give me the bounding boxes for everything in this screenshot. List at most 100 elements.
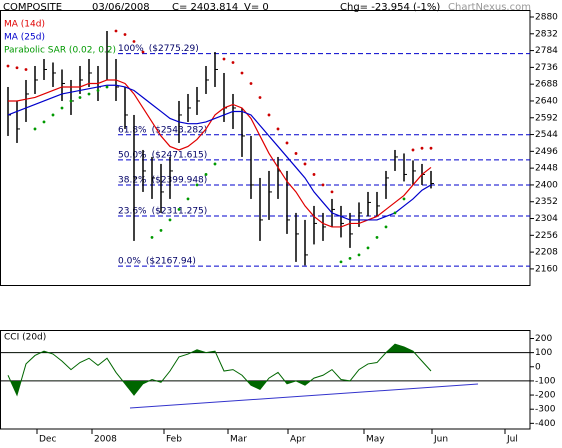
y-tick-label: 2352	[535, 197, 558, 207]
y-tick-label: -400	[535, 419, 556, 429]
fib-price: ($2775.29)	[149, 44, 199, 54]
sar-dot	[78, 96, 82, 99]
sar-dot	[6, 64, 10, 68]
y-tick-label: 2832	[535, 29, 558, 39]
y-tick-label: 200	[535, 334, 552, 344]
sar-dot	[168, 218, 172, 222]
sar-dot	[141, 50, 145, 54]
x-tick-label: Apr	[290, 435, 306, 445]
y-tick-label: -200	[535, 391, 556, 401]
y-tick-label: 2688	[535, 80, 558, 90]
sar-dot	[402, 197, 406, 201]
fib-price: ($2471.615)	[152, 150, 208, 160]
y-tick-label: 2544	[535, 130, 558, 140]
source: ChartNexus.com	[448, 2, 531, 13]
sar-dot	[384, 225, 388, 229]
y-tick-label: -100	[535, 376, 556, 386]
sar-dot	[393, 211, 397, 215]
sar-dot	[204, 173, 208, 176]
y-tick-label: 2304	[535, 214, 558, 224]
y-tick-label: 2784	[535, 46, 558, 56]
fib-ratio: 23.6%	[118, 206, 147, 216]
sar-dot	[42, 120, 46, 124]
sar-dot	[420, 146, 424, 150]
y-tick-label: 0	[535, 362, 541, 372]
fib-ratio: 61.8%	[118, 125, 147, 135]
y-tick-label: 2592	[535, 113, 558, 123]
legend-entry: Parabolic SAR (0.02, 0.2)	[4, 46, 116, 56]
date: 03/06/2008	[92, 2, 150, 13]
sar-dot	[222, 57, 226, 61]
sar-dot	[348, 257, 352, 260]
price-panel	[0, 10, 531, 286]
fib-ratio: 100%	[118, 44, 144, 54]
sar-dot	[33, 127, 37, 131]
sar-dot	[87, 92, 91, 96]
y-tick-label: 2640	[535, 96, 558, 106]
sar-dot	[375, 236, 379, 239]
y-tick-label: -300	[535, 405, 556, 415]
sar-dot	[60, 106, 64, 110]
y-tick-label: 2736	[535, 63, 558, 73]
sar-dot	[240, 71, 244, 75]
fib-ratio: 38.2%	[118, 175, 147, 185]
sar-dot	[249, 82, 253, 85]
x-tick-label: Jul	[506, 435, 518, 445]
fib-price: ($2167.94)	[146, 257, 196, 267]
y-tick-label: 2400	[535, 180, 558, 190]
legend-entry: MA (14d)	[4, 20, 45, 30]
sar-dot	[105, 85, 109, 89]
fib-price: ($2311.275)	[152, 206, 208, 216]
sar-dot	[276, 127, 280, 131]
x-tick-label: Feb	[166, 435, 182, 445]
sar-dot	[150, 236, 154, 239]
sar-dot	[285, 141, 289, 145]
sar-dot	[15, 66, 19, 70]
sar-dot	[411, 148, 415, 152]
fib-ratio: 50.0%	[118, 150, 147, 160]
panel-label: CCI (20d)	[4, 333, 46, 343]
sar-dot	[339, 260, 343, 264]
cci-line	[7, 343, 432, 397]
x-tick-label: Jun	[433, 435, 448, 445]
sar-dot	[258, 96, 262, 99]
sar-dot	[231, 61, 235, 64]
y-tick-label: 2448	[535, 164, 558, 174]
y-tick-label: 2208	[535, 248, 558, 258]
cci-panel	[0, 330, 531, 430]
fib-price: ($2399.948)	[152, 175, 208, 185]
sar-dot	[69, 99, 73, 103]
sar-dot	[51, 113, 55, 117]
sar-dot	[96, 89, 100, 92]
y-tick-label: 2256	[535, 231, 558, 241]
sar-dot	[366, 246, 370, 250]
x-tick-label: May	[366, 435, 385, 445]
sar-dot	[429, 146, 433, 150]
sar-dot	[303, 162, 307, 166]
sar-dot	[312, 173, 316, 176]
sar-dot	[267, 113, 271, 117]
ma-line	[8, 79, 432, 228]
y-tick-label: 2880	[535, 12, 558, 22]
x-tick-label: 2008	[94, 435, 117, 445]
y-tick-label: 2496	[535, 147, 558, 157]
ma-line	[7, 84, 432, 221]
sar-dot	[24, 68, 28, 71]
fib-ratio: 0.0%	[118, 257, 141, 267]
sar-dot	[159, 229, 163, 232]
sar-dot	[114, 29, 118, 33]
change: Chg= -23.954 (-1%)	[340, 2, 440, 13]
y-tick-label: 2160	[535, 264, 558, 274]
x-tick-label: Mar	[230, 435, 247, 445]
sar-dot	[123, 33, 127, 36]
sar-dot	[357, 253, 361, 257]
sar-dot	[330, 190, 334, 194]
y-tick-label: 100	[535, 348, 552, 358]
sar-dot	[132, 40, 136, 43]
close: C= 2403.814	[172, 2, 238, 13]
sar-dot	[195, 183, 199, 187]
sar-dot	[321, 183, 325, 187]
sar-dot	[186, 197, 190, 201]
sar-dot	[213, 162, 217, 166]
